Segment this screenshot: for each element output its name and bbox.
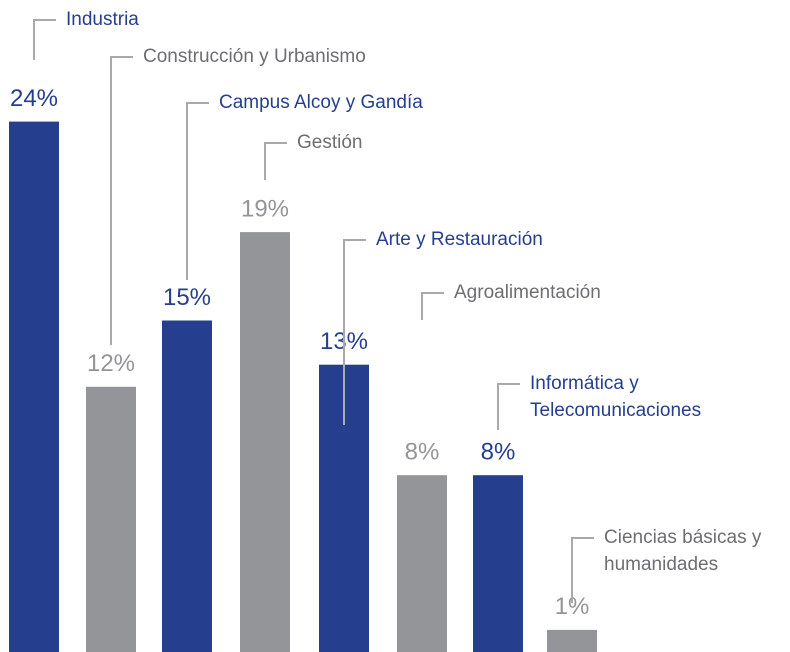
leader-line — [497, 383, 520, 430]
bar — [473, 475, 523, 652]
value-label: 19% — [241, 195, 289, 222]
category-label: Ciencias básicas y humanidades — [604, 527, 762, 575]
value-label: 12% — [87, 350, 135, 377]
category-label: Campus Alcoy y Gandía — [219, 92, 423, 113]
category-label: Arte y Restauración — [376, 229, 543, 250]
category-label: Informática y Telecomunicaciones — [530, 373, 701, 421]
leader-line — [571, 537, 594, 603]
leader-line — [264, 142, 287, 180]
leader-line — [343, 239, 366, 425]
category-label: Agroalimentación — [454, 282, 601, 303]
category-label: Construcción y Urbanismo — [143, 46, 366, 67]
bar — [240, 232, 290, 652]
leader-line — [186, 102, 209, 280]
value-label: 8% — [405, 439, 440, 466]
category-label: Industria — [66, 9, 139, 30]
bar — [9, 121, 59, 652]
leader-line — [421, 292, 444, 320]
bar — [162, 320, 212, 652]
bar — [547, 629, 597, 652]
bar — [86, 386, 136, 652]
value-label: 8% — [481, 439, 516, 466]
leader-line — [110, 56, 133, 345]
leader-line — [33, 19, 56, 60]
category-label: Gestión — [297, 132, 362, 153]
value-label: 24% — [10, 85, 58, 112]
bar — [397, 475, 447, 652]
value-label: 15% — [163, 284, 211, 311]
